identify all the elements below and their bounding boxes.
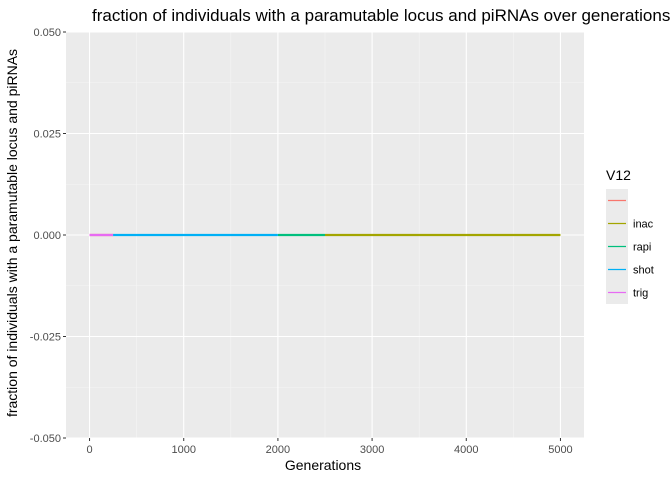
y-tick-label: -0.025 [30,332,61,344]
x-axis-title: Generations [285,457,361,473]
y-tick-label: 0.025 [33,129,61,141]
legend-label: inac [633,219,654,231]
y-tick-label: -0.050 [30,433,61,445]
x-tick-label: 2000 [266,444,290,456]
y-axis-title: fraction of individuals with a paramutab… [4,49,20,417]
legend-label: rapi [633,242,651,254]
legend-title: V12 [606,167,631,183]
y-axis-ticks: 0.050 0.025 0.000 -0.025 -0.050 [30,27,66,445]
x-tick-label: 0 [86,444,92,456]
x-tick-label: 4000 [454,444,478,456]
y-tick-label: 0.000 [33,230,61,242]
legend-label: trig [633,288,648,300]
x-axis-ticks: 0 1000 2000 3000 4000 5000 [86,438,573,456]
x-tick-label: 1000 [171,444,195,456]
legend-label: shot [633,265,654,277]
x-tick-label: 5000 [548,444,572,456]
x-tick-label: 3000 [360,444,384,456]
y-tick-label: 0.050 [33,27,61,39]
chart-title: fraction of individuals with a paramutab… [92,6,672,25]
legend: V12 inac rapi shot trig [606,167,654,304]
